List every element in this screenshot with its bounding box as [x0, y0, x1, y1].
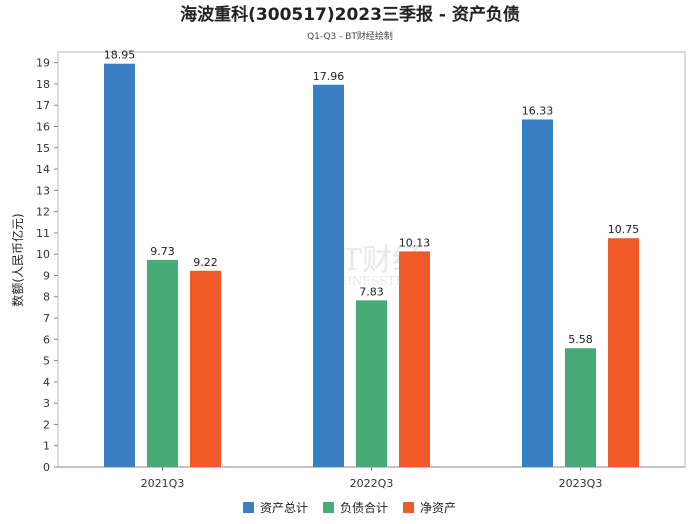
bar-value-label: 5.58 — [568, 333, 593, 346]
y-tick-label: 11 — [36, 227, 50, 240]
y-tick-label: 5 — [43, 355, 50, 368]
legend-item: 负债合计 — [323, 500, 388, 515]
bar — [147, 259, 178, 467]
legend-swatch — [323, 502, 334, 513]
y-tick-label: 0 — [43, 461, 50, 474]
y-tick-label: 1 — [43, 440, 50, 453]
legend-swatch — [243, 502, 254, 513]
bar — [522, 119, 553, 467]
legend: 资产总计 负债合计 净资产 — [243, 500, 456, 515]
x-tick-label: 2021Q3 — [141, 477, 185, 490]
bar — [608, 238, 639, 467]
y-tick-label: 2 — [43, 418, 50, 431]
y-tick-label: 10 — [36, 248, 50, 261]
chart-subtitle: Q1-Q3 - BT财经绘制 — [307, 30, 393, 42]
bar-value-label: 9.73 — [150, 245, 175, 258]
bar-value-label: 18.95 — [104, 49, 136, 62]
x-ticks: 2021Q3 2022Q3 2023Q3 — [141, 467, 603, 490]
y-tick-label: 14 — [36, 163, 50, 176]
legend-item: 净资产 — [403, 501, 456, 515]
legend-label: 负债合计 — [340, 500, 388, 515]
legend-item: 资产总计 — [243, 501, 308, 515]
bar — [313, 84, 344, 468]
bar-value-label: 10.75 — [608, 223, 640, 236]
y-tick-label: 15 — [36, 142, 50, 155]
bar — [190, 270, 221, 467]
y-tick-label: 13 — [36, 184, 50, 197]
y-tick-label: 6 — [43, 333, 50, 346]
y-tick-label: 17 — [36, 99, 50, 112]
bar-value-label: 17.96 — [313, 70, 345, 83]
bar-value-label: 7.83 — [359, 285, 384, 298]
y-tick-label: 4 — [43, 376, 50, 389]
bar — [399, 251, 430, 467]
y-tick-label: 12 — [36, 206, 50, 219]
legend-label: 资产总计 — [260, 501, 308, 515]
chart-title: 海波重科(300517)2023三季报 - 资产负债 — [180, 4, 520, 25]
bar — [104, 63, 135, 467]
legend-label: 净资产 — [420, 501, 456, 515]
y-axis-label: 数额(人民币亿元) — [10, 213, 25, 306]
y-tick-label: 8 — [43, 291, 50, 304]
y-tick-label: 9 — [43, 269, 50, 282]
y-tick-label: 7 — [43, 312, 50, 325]
bar — [565, 348, 596, 467]
y-tick-label: 16 — [36, 120, 50, 133]
y-tick-label: 3 — [43, 397, 50, 410]
bar — [356, 300, 387, 467]
bars: 18.95 9.73 9.22 17.96 7.83 10.13 16.33 5.58 10.7… — [104, 49, 640, 468]
bar-value-label: 9.22 — [193, 256, 218, 269]
y-tick-label: 19 — [36, 57, 50, 70]
bar-value-label: 10.13 — [399, 236, 431, 249]
legend-swatch — [403, 502, 414, 513]
y-tick-label: 18 — [36, 78, 50, 91]
bar-value-label: 16.33 — [522, 104, 554, 117]
x-tick-label: 2023Q3 — [559, 477, 603, 490]
x-tick-label: 2022Q3 — [350, 477, 394, 490]
